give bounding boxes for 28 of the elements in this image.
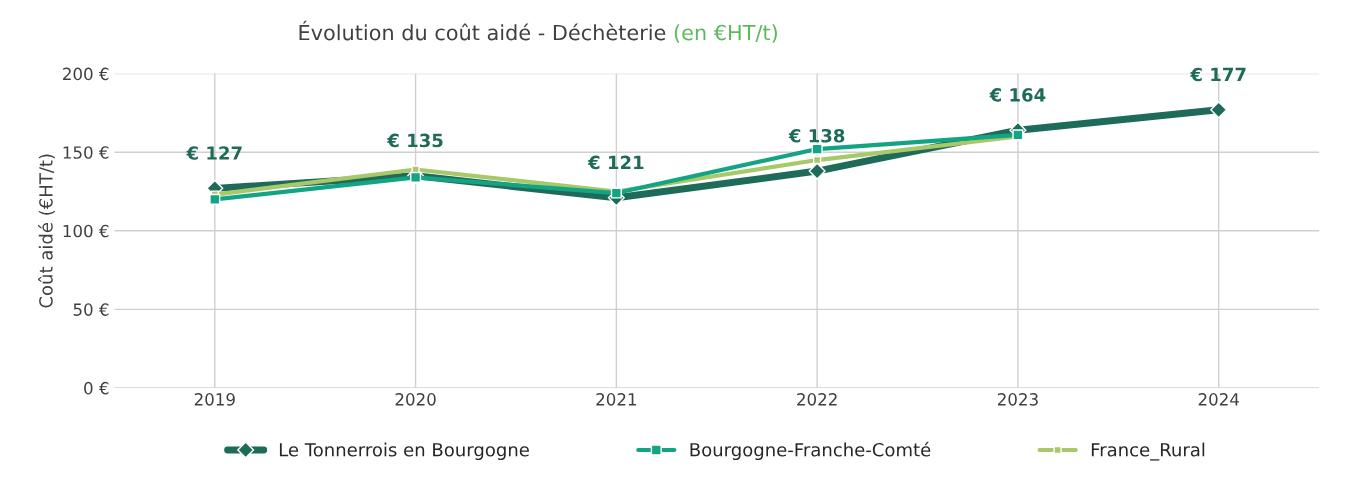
y-tick-label: 100 €: [63, 224, 109, 238]
x-tick-label: 2023: [997, 393, 1038, 406]
x-tick-label: 2020: [395, 393, 436, 406]
chart-title: Évolution du coût aidé - Déchèterie: [299, 20, 666, 41]
point: [209, 193, 221, 205]
y-tick-label: 50 €: [73, 303, 109, 316]
legend-label: France_Rural: [1091, 442, 1205, 461]
data-label: € 121: [587, 155, 644, 170]
legend-label: Bourgogne-Franche-Comté: [690, 441, 931, 461]
data-label: € 127: [186, 146, 242, 160]
point: [812, 155, 822, 165]
data-label: € 138: [788, 128, 845, 143]
x-tick-label: 2022: [797, 393, 837, 406]
x-tick-label: 2021: [596, 393, 637, 406]
data-label: € 177: [1190, 67, 1246, 82]
data-label: € 164: [989, 88, 1046, 102]
x-tick-label: 2019: [194, 393, 235, 406]
y-tick-label: 150 €: [63, 146, 109, 159]
point: [811, 143, 823, 155]
y-axis-title: Coût aidé (€HT/t): [38, 154, 55, 308]
point: [808, 162, 826, 180]
point: [1210, 101, 1228, 119]
chart-subtitle: (en €HT/t): [674, 24, 777, 43]
y-tick-label: 0 €: [84, 381, 109, 395]
data-label: € 135: [386, 133, 443, 148]
y-tick-label: 200 €: [63, 67, 109, 81]
legend-label: Le Tonnerrois en Bourgogne: [279, 442, 529, 461]
x-tick-label: 2024: [1198, 393, 1239, 406]
